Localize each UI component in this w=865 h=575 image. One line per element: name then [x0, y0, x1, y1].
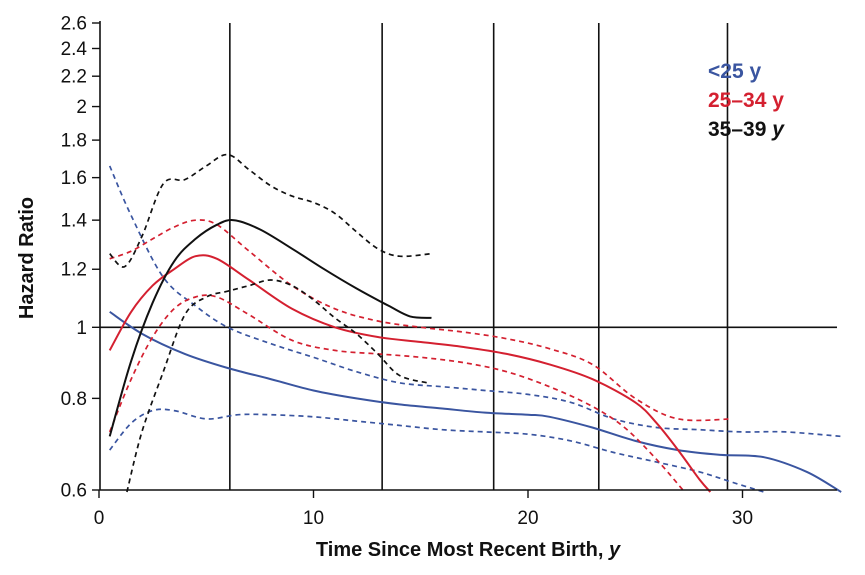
x-tick-label: 0: [94, 508, 105, 529]
y-tick-label: 1.8: [61, 131, 87, 152]
series-line-25-y: [109, 310, 842, 493]
legend: <25 y 25–34 y 35–39 y: [708, 60, 785, 141]
series-lines: [108, 153, 842, 493]
series-line-25-y-upper-95-ci: [108, 165, 842, 438]
y-tick-label: 1: [76, 318, 87, 339]
legend-item-25-34: 25–34 y: [708, 89, 784, 112]
legend-item-35-39: 35–39 y: [708, 118, 785, 141]
series-line-25-34-y: [108, 254, 712, 493]
series-line-35-39-y-upper-95-ci: [109, 153, 432, 268]
y-axis-title: Hazard Ratio: [16, 197, 38, 319]
x-tick-label: 30: [732, 508, 753, 529]
series-line-25-34-y-upper-95-ci: [109, 219, 732, 422]
y-tick-label: 0.8: [61, 389, 87, 410]
x-tick-label: 10: [303, 508, 324, 529]
y-tick-label: 2.6: [61, 14, 87, 35]
series-line-25-34-y-lower-95-ci: [108, 294, 686, 493]
series-line-35-39-y: [108, 219, 432, 437]
y-tick-label: 2: [76, 97, 87, 118]
x-axis-title: Time Since Most Recent Birth, y: [316, 539, 621, 561]
y-tick-label: 0.6: [61, 481, 87, 502]
series-line-25-y-lower-95-ci: [109, 408, 765, 493]
y-tick-label: 2.4: [61, 39, 88, 60]
y-tick-label: 1.6: [61, 168, 87, 189]
series-line-35-39-y-lower-95-ci: [126, 279, 428, 493]
y-tick-label: 1.4: [61, 211, 88, 232]
tick-labels: 0.6 0.8 1 1.2 1.4 1.6 1.8 2 2.2 2.4 2.6 0 10 20 30: [61, 14, 753, 530]
vertical-reference-lines: [229, 23, 729, 490]
x-tick-label: 20: [517, 508, 538, 529]
y-tick-label: 1.2: [61, 260, 87, 281]
y-tick-label: 2.2: [61, 67, 87, 88]
legend-item-under-25: <25 y: [708, 60, 761, 83]
axes: [99, 21, 837, 491]
